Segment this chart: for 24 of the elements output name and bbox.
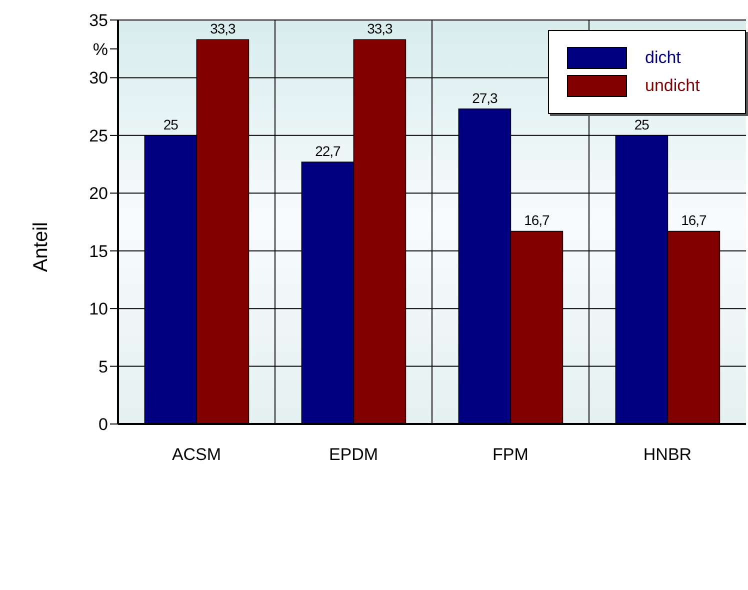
- data-label: 27,3: [472, 90, 498, 106]
- y-tick-label: 25: [89, 126, 108, 146]
- data-label: 25: [634, 116, 650, 132]
- legend-label: dicht: [645, 48, 682, 68]
- x-tick-label: EPDM: [328, 445, 378, 464]
- data-label: 22,7: [315, 142, 342, 159]
- y-tick-label: 20: [89, 184, 108, 204]
- x-tick-label: HNBR: [643, 445, 692, 464]
- y-tick-label: 15: [89, 242, 108, 261]
- x-tick-label: FPM: [492, 445, 528, 464]
- y-tick-label: %: [92, 40, 108, 59]
- y-tick-label: 30: [89, 68, 108, 88]
- legend-label: undicht: [645, 76, 701, 96]
- y-tick-label: 0: [98, 415, 108, 434]
- y-tick-label: 35: [89, 11, 108, 30]
- data-label: 33,3: [367, 20, 394, 37]
- y-tick-label: 10: [89, 300, 108, 319]
- data-label: 16,7: [681, 212, 708, 228]
- y-tick-label: 5: [98, 357, 108, 376]
- y-axis-title: Anteil: [30, 222, 52, 272]
- data-label: 16,7: [524, 212, 550, 228]
- data-label: 25: [163, 116, 179, 132]
- data-label: 33,3: [210, 20, 236, 37]
- x-tick-label: ACSM: [172, 445, 222, 464]
